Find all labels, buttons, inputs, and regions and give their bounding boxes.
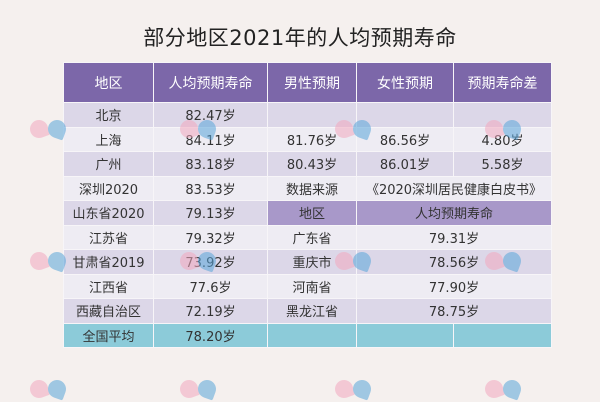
cell: 78.56岁 <box>356 249 552 275</box>
cell: 83.18岁 <box>153 151 268 177</box>
cell: 86.56岁 <box>356 126 454 152</box>
cell: 79.13岁 <box>153 200 268 226</box>
cell: 5.58岁 <box>453 151 552 177</box>
data-source-cell: 《2020深圳居民健康白皮书》 <box>356 175 552 201</box>
table-row: 北京 82.47岁 <box>63 102 552 128</box>
header-cell: 男性预期 <box>267 62 357 103</box>
cell: 80.43岁 <box>267 151 357 177</box>
cell: 77.6岁 <box>153 273 268 299</box>
cell: 甘肃省2019 <box>63 249 154 275</box>
cell: 77.90岁 <box>356 273 552 299</box>
header-cell: 预期寿命差 <box>453 62 552 103</box>
table-row: 深圳2020 83.53岁 数据来源 《2020深圳居民健康白皮书》 <box>63 175 552 201</box>
table-row: 西藏自治区 72.19岁 黑龙江省 78.75岁 <box>63 298 552 324</box>
cell: 79.31岁 <box>356 224 552 250</box>
table-row: 山东省2020 79.13岁 地区 人均预期寿命 <box>63 200 552 226</box>
header-cell: 地区 <box>63 62 154 103</box>
header-cell: 女性预期 <box>356 62 454 103</box>
table-row: 甘肃省2019 73.92岁 重庆市 78.56岁 <box>63 249 552 275</box>
cell: 79.32岁 <box>153 224 268 250</box>
cell: 山东省2020 <box>63 200 154 226</box>
cell: 广州 <box>63 151 154 177</box>
life-expectancy-table: 地区 人均预期寿命 男性预期 女性预期 预期寿命差 北京 82.47岁 上海 8… <box>63 62 552 348</box>
subheader-cell: 地区 <box>267 200 357 226</box>
subheader-cell: 人均预期寿命 <box>356 200 552 226</box>
heart-logo-watermark-icon <box>180 380 216 402</box>
heart-logo-watermark-icon <box>30 380 66 402</box>
heart-logo-watermark-icon <box>180 120 216 142</box>
cell: 深圳2020 <box>63 175 154 201</box>
table-row-national-average: 全国平均 78.20岁 <box>63 322 552 348</box>
table-header-row: 地区 人均预期寿命 男性预期 女性预期 预期寿命差 <box>63 62 552 103</box>
heart-logo-watermark-icon <box>335 252 371 274</box>
cell: 86.01岁 <box>356 151 454 177</box>
cell: 上海 <box>63 126 154 152</box>
cell: 78.75岁 <box>356 298 552 324</box>
cell: 数据来源 <box>267 175 357 201</box>
table-row: 上海 84.11岁 81.76岁 86.56岁 4.80岁 <box>63 126 552 152</box>
table-row: 江西省 77.6岁 河南省 77.90岁 <box>63 273 552 299</box>
cell: 江苏省 <box>63 224 154 250</box>
header-cell: 人均预期寿命 <box>153 62 268 103</box>
heart-logo-watermark-icon <box>180 252 216 274</box>
heart-logo-watermark-icon <box>485 120 521 142</box>
table-row: 广州 83.18岁 80.43岁 86.01岁 5.58岁 <box>63 151 552 177</box>
cell: 83.53岁 <box>153 175 268 201</box>
cell: 72.19岁 <box>153 298 268 324</box>
cell: 黑龙江省 <box>267 298 357 324</box>
cell: 河南省 <box>267 273 357 299</box>
cell <box>267 322 357 348</box>
heart-logo-watermark-icon <box>30 120 66 142</box>
cell <box>453 322 552 348</box>
cell: 广东省 <box>267 224 357 250</box>
page-title: 部分地区2021年的人均预期寿命 <box>143 26 457 50</box>
heart-logo-watermark-icon <box>30 252 66 274</box>
cell <box>356 102 454 128</box>
table-row: 江苏省 79.32岁 广东省 79.31岁 <box>63 224 552 250</box>
cell: 78.20岁 <box>153 322 268 348</box>
heart-logo-watermark-icon <box>335 120 371 142</box>
cell: 西藏自治区 <box>63 298 154 324</box>
heart-logo-watermark-icon <box>335 380 371 402</box>
cell <box>356 322 454 348</box>
cell: 全国平均 <box>63 322 154 348</box>
cell: 北京 <box>63 102 154 128</box>
cell: 江西省 <box>63 273 154 299</box>
heart-logo-watermark-icon <box>485 380 521 402</box>
heart-logo-watermark-icon <box>485 252 521 274</box>
